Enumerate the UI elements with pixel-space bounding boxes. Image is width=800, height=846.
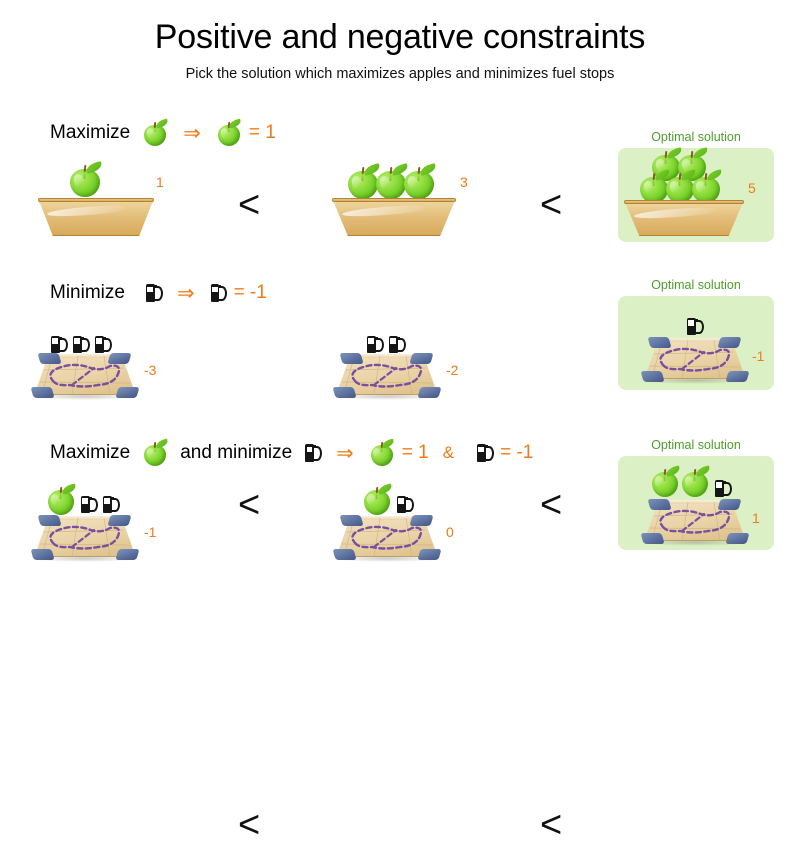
score-badge: 1 xyxy=(156,174,164,190)
fuel-pump-icon xyxy=(304,444,322,463)
apple-icon xyxy=(650,465,681,498)
fuel-pump-icon xyxy=(396,495,414,514)
score-badge: -3 xyxy=(144,362,157,378)
apple-icon xyxy=(346,162,381,200)
row-label-value-2: = -1 xyxy=(500,442,534,463)
row-label-conjunction: & xyxy=(442,443,455,462)
less-than-icon: < xyxy=(540,184,563,226)
solution-bowl-five-apples[interactable]: 5 xyxy=(618,147,774,242)
optimal-solution-block: Optimal solution xyxy=(618,130,774,242)
solution-map-one-apple-one-pump[interactable]: 0 xyxy=(330,470,530,570)
less-than-icon: < xyxy=(238,484,261,526)
apple-icon xyxy=(68,160,103,198)
map-route-path xyxy=(351,363,423,388)
route-map-icon xyxy=(640,498,750,546)
solution-map-one-apple-two-pumps[interactable]: -1 xyxy=(28,470,228,570)
row-label-value: = 1 xyxy=(248,122,276,143)
fuel-pump-icon xyxy=(80,495,98,514)
row-label: Maximize and minimize ⇒ = 1 & = -1 xyxy=(50,436,533,470)
solution-map-three-pumps[interactable]: -3 xyxy=(28,310,228,410)
solution-map-two-pumps[interactable]: -2 xyxy=(330,310,530,410)
row-label-value: = -1 xyxy=(233,282,267,303)
route-map-icon xyxy=(332,352,442,400)
score-badge: -2 xyxy=(446,362,459,378)
fuel-pump-icon xyxy=(94,335,112,354)
apple-icon xyxy=(638,169,671,204)
implies-arrow-icon: ⇒ xyxy=(183,121,201,145)
row-label-prefix: Minimize xyxy=(50,282,125,303)
route-map-icon xyxy=(30,352,140,400)
score-badge: -1 xyxy=(144,524,157,540)
page-title: Positive and negative constraints xyxy=(154,18,646,56)
fruit-bowl-icon xyxy=(38,198,154,236)
map-route-path xyxy=(351,525,423,550)
fuel-pump-icon xyxy=(50,335,68,354)
page-header: Positive and negative constraints Pick t… xyxy=(0,0,800,82)
map-route-path xyxy=(49,525,121,550)
map-route-path xyxy=(49,363,121,388)
optimal-solution-block: Optimal solution xyxy=(618,438,774,550)
apple-icon xyxy=(362,483,393,516)
apple-icon xyxy=(369,438,395,467)
row-label-middle: and minimize xyxy=(180,442,293,463)
fuel-pump-icon xyxy=(102,495,120,514)
row-label-value: = 1 xyxy=(401,442,429,463)
apple-icon xyxy=(690,169,723,204)
less-than-icon: < xyxy=(540,804,563,846)
map-route-path xyxy=(659,509,731,534)
fuel-pump-icon xyxy=(686,317,704,336)
solution-map-one-pump[interactable]: -1 xyxy=(618,296,774,390)
fruit-bowl-icon xyxy=(332,198,456,236)
score-badge: 1 xyxy=(752,510,760,526)
map-route-path xyxy=(659,347,731,372)
less-than-icon: < xyxy=(238,804,261,846)
constraint-row-maximize-apples-minimize-fuel: Maximize and minimize ⇒ = 1 & = -1 xyxy=(0,428,800,844)
fuel-pump-icon xyxy=(366,335,384,354)
optimal-caption: Optimal solution xyxy=(651,130,741,144)
solution-bowl-three-apples[interactable]: 3 xyxy=(330,150,530,250)
score-badge: 0 xyxy=(446,524,454,540)
solution-map-two-apples-one-pump[interactable]: 1 xyxy=(618,456,774,550)
fuel-pump-icon xyxy=(476,444,494,463)
apple-icon xyxy=(664,169,697,204)
row-label-prefix: Maximize xyxy=(50,122,131,143)
apple-icon xyxy=(142,438,169,467)
score-badge: 5 xyxy=(748,180,756,196)
solution-bowl-one-apple[interactable]: 1 xyxy=(28,150,228,250)
fuel-pump-icon xyxy=(145,284,163,303)
fuel-pump-icon xyxy=(210,284,228,303)
apple-icon xyxy=(374,162,409,200)
apple-icon xyxy=(216,118,242,147)
optimal-caption: Optimal solution xyxy=(651,438,741,452)
route-map-icon xyxy=(640,336,750,384)
route-map-icon xyxy=(332,514,442,562)
page-subtitle: Pick the solution which maximizes apples… xyxy=(185,66,615,82)
optimal-solution-block: Optimal solution xyxy=(618,278,774,390)
fuel-pump-icon xyxy=(72,335,90,354)
fruit-bowl-icon xyxy=(624,200,744,236)
route-map-icon xyxy=(30,514,140,562)
implies-arrow-icon: ⇒ xyxy=(336,441,354,465)
score-badge: -1 xyxy=(752,348,765,364)
fuel-pump-icon xyxy=(714,479,732,498)
apple-icon xyxy=(680,465,711,498)
constraint-row-maximize-apples: Maximize ⇒ = 1 1 < xyxy=(0,108,800,258)
constraint-row-minimize-fuel: Minimize ⇒ = -1 xyxy=(0,268,800,524)
row-label: Maximize ⇒ = 1 xyxy=(50,116,276,150)
row-label: Minimize ⇒ = -1 xyxy=(50,276,267,310)
optimal-caption: Optimal solution xyxy=(651,278,741,292)
implies-arrow-icon: ⇒ xyxy=(176,281,195,305)
score-badge: 3 xyxy=(460,174,468,190)
less-than-icon: < xyxy=(238,184,261,226)
less-than-icon: < xyxy=(540,484,563,526)
apple-icon xyxy=(46,483,77,516)
row-label-prefix: Maximize xyxy=(50,442,131,463)
apple-icon xyxy=(142,118,169,147)
fuel-pump-icon xyxy=(388,335,406,354)
apple-icon xyxy=(402,162,437,200)
